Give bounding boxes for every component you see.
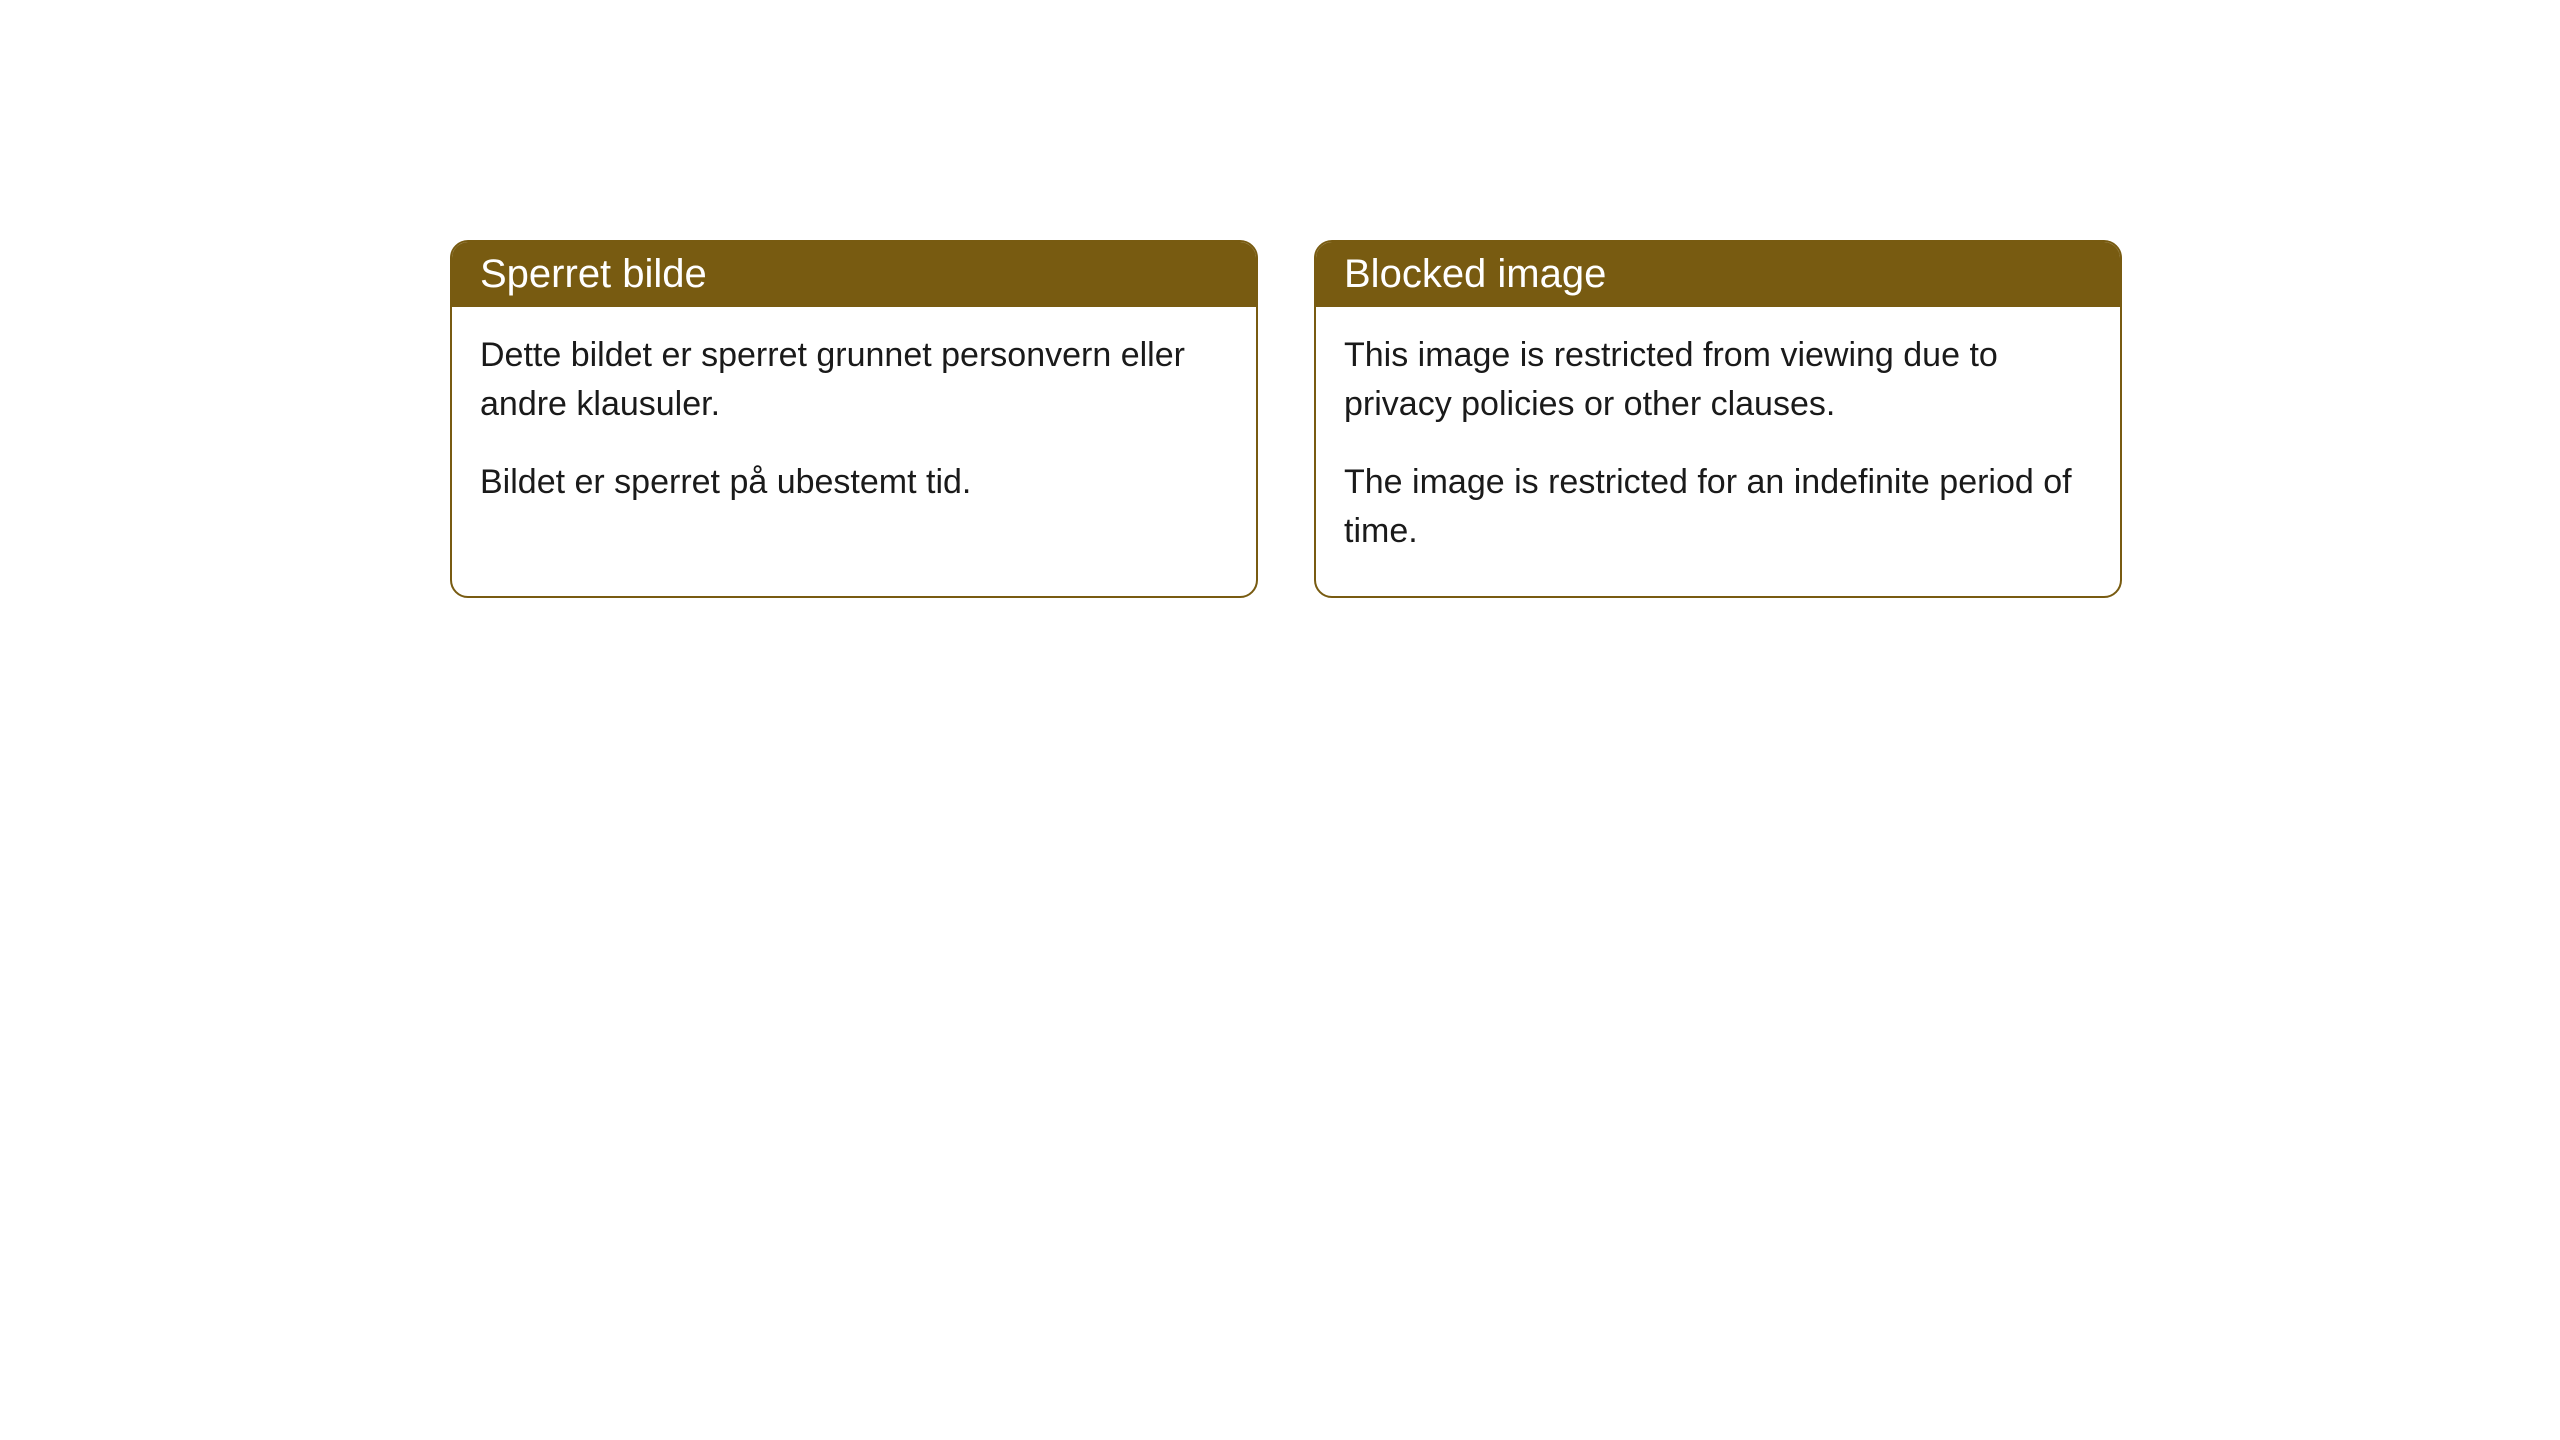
card-title: Blocked image xyxy=(1344,252,1606,296)
card-header: Sperret bilde xyxy=(452,242,1256,307)
card-paragraph: Bildet er sperret på ubestemt tid. xyxy=(480,458,1228,507)
card-paragraph: Dette bildet er sperret grunnet personve… xyxy=(480,331,1228,430)
notice-cards-container: Sperret bilde Dette bildet er sperret gr… xyxy=(450,240,2560,598)
card-paragraph: The image is restricted for an indefinit… xyxy=(1344,458,2092,557)
blocked-image-card-en: Blocked image This image is restricted f… xyxy=(1314,240,2122,598)
blocked-image-card-no: Sperret bilde Dette bildet er sperret gr… xyxy=(450,240,1258,598)
card-body: This image is restricted from viewing du… xyxy=(1316,307,2120,596)
card-paragraph: This image is restricted from viewing du… xyxy=(1344,331,2092,430)
card-title: Sperret bilde xyxy=(480,252,707,296)
card-header: Blocked image xyxy=(1316,242,2120,307)
card-body: Dette bildet er sperret grunnet personve… xyxy=(452,307,1256,547)
